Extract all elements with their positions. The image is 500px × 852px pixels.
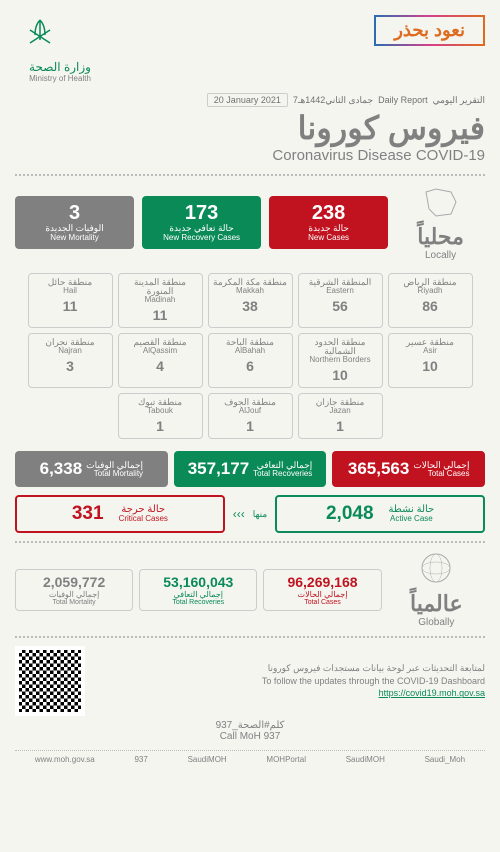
- total-cases: 365,563 إجمالي الحالات Total Cases: [332, 451, 485, 487]
- global-cases: 96,269,168 إجمالي الحالات Total Cases: [263, 569, 381, 611]
- locally-label-block: محلياً Locally: [396, 184, 485, 261]
- footer-text: لمتابعة التحديثات عبر لوحة بيانات مستجدا…: [97, 662, 485, 700]
- region-box: منطقة عسيرAsir10: [388, 333, 473, 388]
- dashboard-link[interactable]: https://covid19.moh.gov.sa: [379, 688, 485, 698]
- date-hijri: 7جمادى الثاني1442هـ: [293, 95, 373, 106]
- social-handle[interactable]: Saudi_Moh: [425, 755, 465, 764]
- arrows-icon: ‹‹‹: [233, 507, 245, 521]
- stat-recovery: 173 حالة تعافي جديدة New Recovery Cases: [142, 196, 261, 249]
- locally-stats-row: 3 الوفيات الجديدة New Mortality 173 حالة…: [15, 184, 485, 261]
- locally-en: Locally: [396, 250, 485, 261]
- region-box: منطقة جازانJazan1: [298, 393, 383, 439]
- title-ar: فيروس كورونا: [15, 109, 485, 147]
- social-handle[interactable]: SaudiMOH: [188, 755, 227, 764]
- stat-mortality: 3 الوفيات الجديدة New Mortality: [15, 196, 134, 249]
- region-box: منطقة الحدود الشماليةNorthern Borders10: [298, 333, 383, 388]
- campaign-badge: نعود بحذر: [374, 15, 485, 46]
- social-handle[interactable]: www.moh.gov.sa: [35, 755, 95, 764]
- social-bar: www.moh.gov.sa 937 SaudiMOH MOHPortal SaudiM…: [15, 750, 485, 764]
- qr-code: [15, 646, 85, 716]
- region-box: منطقة حائلHail11: [28, 273, 113, 328]
- minha-label: منها: [253, 509, 267, 520]
- palm-swords-icon: [15, 15, 65, 55]
- globally-label-block: عالمياً Globally: [388, 551, 485, 628]
- region-box: منطقة تبوكTabouk1: [118, 393, 203, 439]
- saudi-map-icon: [421, 184, 461, 219]
- social-handle[interactable]: SaudiMOH: [346, 755, 385, 764]
- total-recoveries: 357,177 إجمالي التعافي Total Recoveries: [174, 451, 327, 487]
- middle-row: 331 حالة حرجة Critical Cases ‹‹‹ منها 2,…: [15, 495, 485, 533]
- footer: لمتابعة التحديثات عبر لوحة بيانات مستجدا…: [15, 646, 485, 716]
- region-box: المنطقة الشرقيةEastern56: [298, 273, 383, 328]
- divider: [15, 636, 485, 638]
- ministry-logo: وزارة الصحة Ministry of Health: [15, 15, 105, 83]
- region-box: منطقة الرياضRiyadh86: [388, 273, 473, 328]
- global-mortality: 2,059,772 إجمالي الوفيات Total Mortality: [15, 569, 133, 611]
- daily-report-label-en: Daily Report: [378, 95, 428, 105]
- call-bar: كلم#الصحة_937 Call MoH 937: [15, 720, 485, 742]
- ministry-name-en: Ministry of Health: [15, 74, 105, 83]
- region-box: منطقة المدينة المنورةMadinah11: [118, 273, 203, 328]
- header: وزارة الصحة Ministry of Health نعود بحذر: [15, 15, 485, 83]
- globally-en: Globally: [388, 617, 485, 628]
- totals-row: 6,338 إجمالي الوفيات Total Mortality 357…: [15, 451, 485, 487]
- total-mortality: 6,338 إجمالي الوفيات Total Mortality: [15, 451, 168, 487]
- daily-report-bar: 20 January 2021 7جمادى الثاني1442هـ Dail…: [15, 93, 485, 107]
- stat-new-cases: 238 حالة جديدة New Cases: [269, 196, 388, 249]
- title-en: Coronavirus Disease COVID-19: [15, 147, 485, 164]
- social-handle[interactable]: MOHPortal: [266, 755, 306, 764]
- globe-icon: [419, 551, 454, 586]
- globally-ar: عالمياً: [388, 591, 485, 617]
- critical-cases-box: 331 حالة حرجة Critical Cases: [15, 495, 225, 533]
- region-box: منطقة القصيمAlQassim4: [118, 333, 203, 388]
- locally-ar: محلياً: [396, 224, 485, 250]
- ministry-name-ar: وزارة الصحة: [15, 60, 105, 74]
- region-box: منطقة نجرانNajran3: [28, 333, 113, 388]
- divider: [15, 541, 485, 543]
- social-handle[interactable]: 937: [134, 755, 147, 764]
- region-box: منطقة الباحةAlBahah6: [208, 333, 293, 388]
- region-box: منطقة الجوفAlJouf1: [208, 393, 293, 439]
- daily-report-label-ar: التقرير اليومي: [433, 95, 485, 106]
- regions-grid: منطقة الرياضRiyadh86المنطقة الشرقيةEaste…: [15, 273, 485, 439]
- region-box: منطقة مكة المكرمةMakkah38: [208, 273, 293, 328]
- divider: [15, 174, 485, 176]
- global-recoveries: 53,160,043 إجمالي التعافي Total Recoveri…: [139, 569, 257, 611]
- date-gregorian: 20 January 2021: [207, 93, 288, 107]
- global-row: 2,059,772 إجمالي الوفيات Total Mortality…: [15, 551, 485, 628]
- active-cases-box: 2,048 حالة نشطة Active Case: [275, 495, 485, 533]
